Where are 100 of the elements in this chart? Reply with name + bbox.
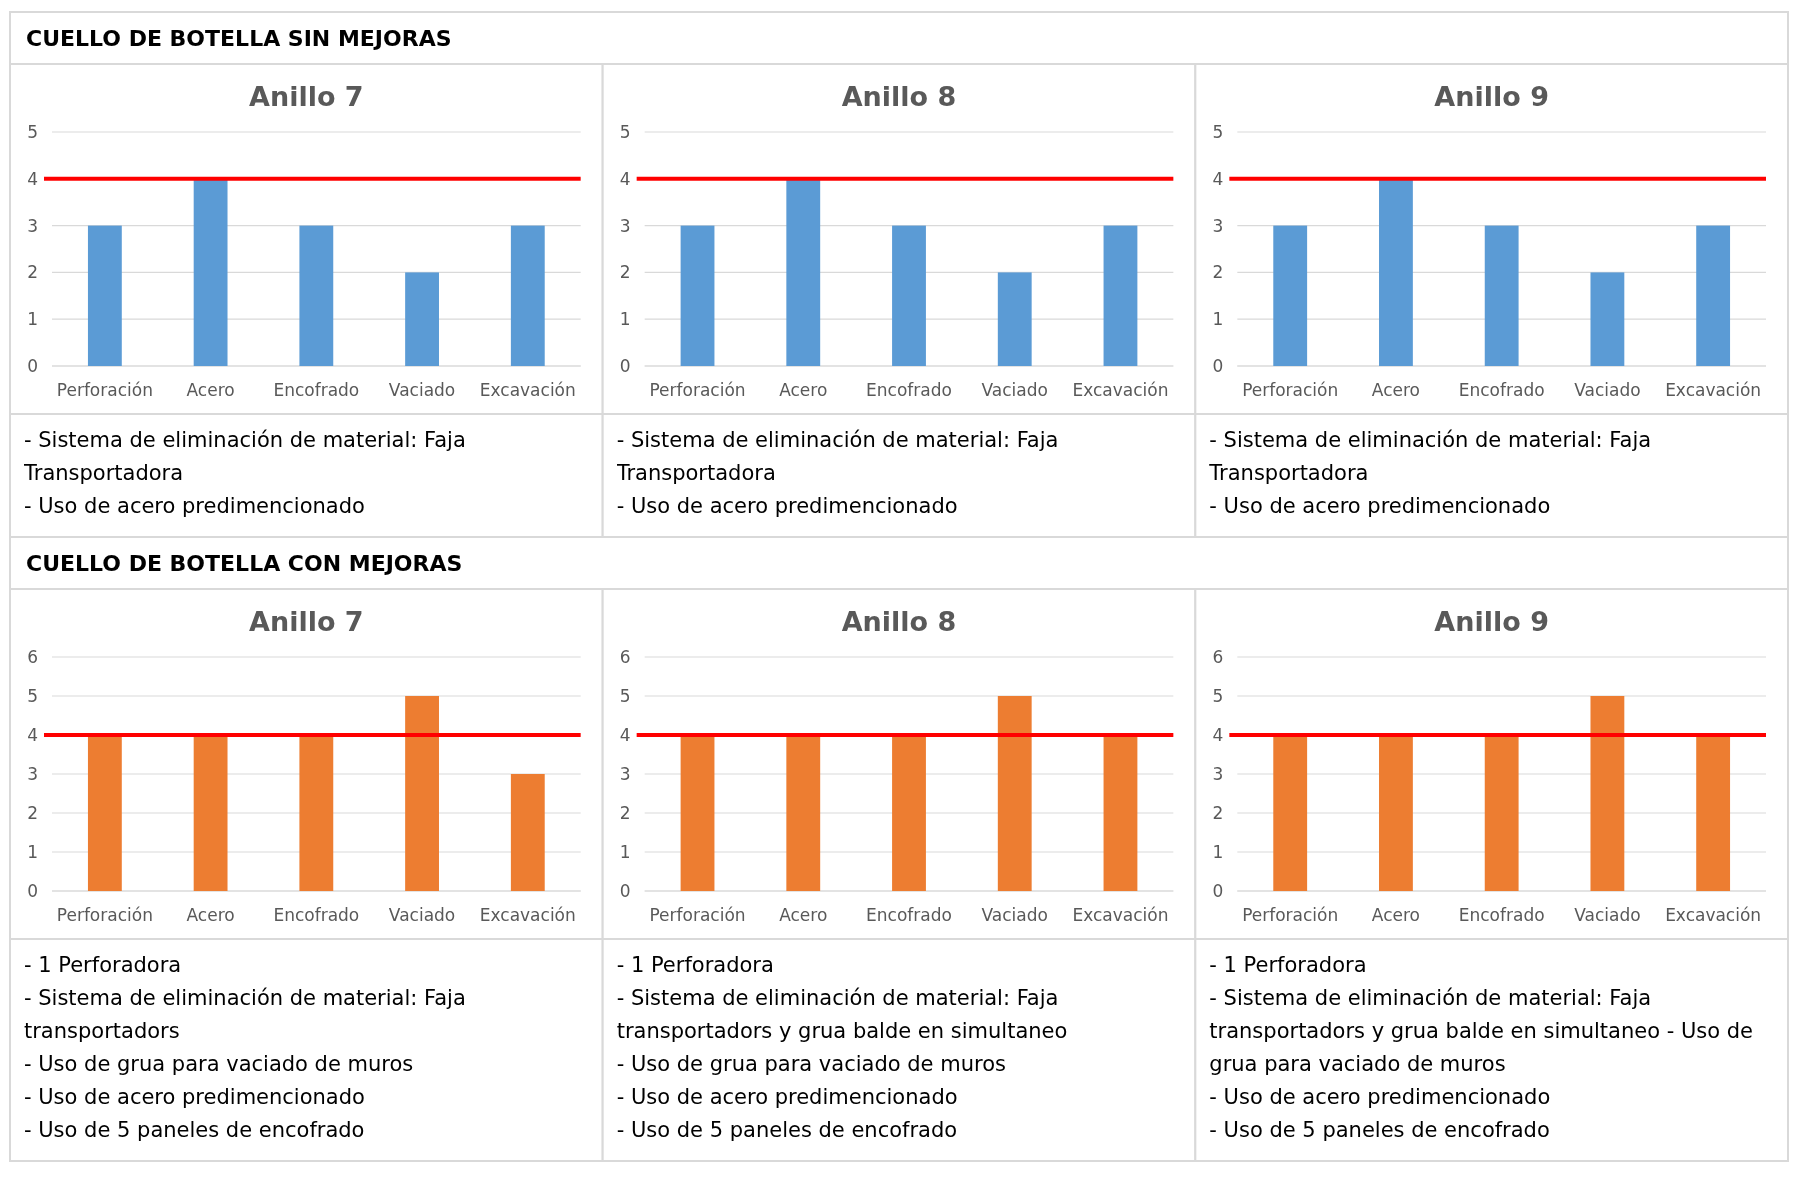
text: - Uso de acero predimencionado (24, 1084, 366, 1111)
text: - Uso de acero predimencionado (1209, 1084, 1552, 1111)
y-tick-label: 0 (1212, 356, 1224, 376)
bar (1273, 225, 1308, 366)
y-tick-label: 1 (619, 309, 631, 330)
bar (510, 774, 545, 891)
bar (87, 225, 122, 366)
y-tick-label: 3 (27, 764, 38, 784)
chart-title: Anillo 8 (841, 81, 957, 112)
bar (1103, 225, 1138, 366)
text: - Uso de acero predimencionado (1209, 493, 1552, 520)
x-tick-label: Excavación (479, 380, 576, 400)
bar (405, 696, 439, 891)
text: - Uso de grua para vaciado de muros (616, 1051, 1007, 1078)
text: - 1 Perforadora (616, 952, 775, 979)
y-tick-label: 5 (1212, 686, 1224, 706)
y-tick-label: 4 (1212, 725, 1224, 745)
text: - Sistema de eliminación de material: Faja Transportadora (24, 427, 467, 487)
bar (680, 225, 715, 366)
text: CUELLO DE BOTELLA SIN MEJORAS (26, 26, 452, 51)
x-tick-label: Perforación (1242, 905, 1339, 925)
bar (299, 225, 334, 366)
y-tick-label: 6 (27, 647, 38, 667)
chart-title: Anillo 9 (1434, 81, 1549, 112)
text: - Sistema de eliminación de material: Faja transportadors (24, 985, 467, 1045)
y-tick-label: 4 (619, 168, 631, 189)
x-tick-label: Acero (779, 380, 828, 400)
text: - Uso de 5 paneles de encofrado (616, 1117, 959, 1144)
bar (997, 272, 1032, 366)
x-tick-label: Encofrado (866, 380, 952, 400)
x-tick-label: Perforación (1242, 380, 1339, 400)
y-tick-label: 5 (27, 122, 38, 142)
y-tick-label: 0 (619, 356, 631, 376)
x-tick-label: Perforación (649, 380, 746, 400)
chart-title: Anillo 7 (249, 81, 364, 112)
text: - Sistema de eliminación de material: Faja Transportadora (616, 427, 1060, 487)
text: - Sistema de eliminación de material: Faja transportadors y grua balde en simultaneo (616, 985, 1069, 1045)
chart-title: Anillo 8 (841, 606, 957, 637)
y-tick-label: 4 (619, 725, 631, 745)
y-tick-label: 2 (619, 262, 631, 283)
y-tick-label: 5 (619, 122, 631, 142)
y-tick-label: 3 (619, 764, 631, 784)
x-tick-label: Encofrado (1458, 905, 1545, 925)
x-tick-label: Vaciado (981, 905, 1048, 925)
y-tick-label: 1 (1212, 842, 1224, 862)
y-tick-label: 6 (619, 647, 631, 667)
y-tick-label: 5 (27, 686, 38, 706)
text: - Uso de acero predimencionado (24, 493, 366, 520)
y-tick-label: 1 (1212, 309, 1224, 330)
text: CUELLO DE BOTELLA CON MEJORAS (26, 551, 463, 576)
bar (193, 178, 228, 366)
y-tick-label: 3 (27, 215, 38, 236)
y-tick-label: 2 (619, 803, 631, 823)
x-tick-label: Acero (1371, 380, 1421, 400)
x-tick-label: Encofrado (273, 905, 360, 925)
y-tick-label: 1 (619, 842, 631, 862)
x-tick-label: Vaciado (388, 905, 456, 925)
text: - Uso de 5 paneles de encofrado (1209, 1117, 1551, 1144)
chart-title: Anillo 7 (249, 606, 364, 637)
y-tick-label: 6 (1212, 647, 1224, 667)
x-tick-label: Vaciado (1574, 905, 1641, 925)
text: - Sistema de eliminación de material: Faja Transportadora (1209, 427, 1653, 487)
bar (299, 735, 334, 891)
bar (1379, 178, 1413, 366)
chart-title: Anillo 9 (1434, 606, 1549, 637)
y-tick-label: 2 (27, 803, 38, 823)
y-tick-label: 3 (1212, 764, 1224, 784)
text: - 1 Perforadora (1209, 952, 1368, 979)
x-tick-label: Acero (186, 380, 235, 400)
x-tick-label: Vaciado (981, 380, 1048, 400)
x-tick-label: Encofrado (866, 905, 952, 925)
y-tick-label: 2 (1212, 262, 1224, 283)
bar (892, 225, 926, 366)
bar (1590, 272, 1625, 366)
x-tick-label: Encofrado (273, 380, 360, 400)
bar (1696, 225, 1731, 366)
x-tick-label: Perforación (56, 380, 153, 400)
y-tick-label: 5 (619, 686, 631, 706)
x-tick-label: Acero (779, 905, 828, 925)
x-tick-label: Vaciado (388, 380, 456, 400)
text: - Uso de grua para vaciado de muros (24, 1051, 415, 1078)
bar (87, 735, 122, 891)
y-tick-label: 3 (1212, 215, 1224, 236)
y-tick-label: 1 (27, 309, 38, 330)
x-tick-label: Excavación (1072, 380, 1169, 400)
y-tick-label: 3 (619, 215, 631, 236)
y-tick-label: 0 (619, 881, 631, 901)
text: - Uso de acero predimencionado (616, 1084, 959, 1111)
x-tick-label: Excavación (1665, 905, 1762, 925)
text: - Uso de acero predimencionado (616, 493, 959, 520)
bar (405, 272, 439, 366)
y-tick-label: 5 (1212, 122, 1224, 142)
text: - 1 Perforadora (24, 952, 183, 979)
y-tick-label: 2 (27, 262, 38, 283)
text: - Uso de 5 paneles de encofrado (24, 1117, 366, 1144)
y-tick-label: 4 (27, 725, 38, 745)
text: - Sistema de eliminación de material: Faja transportadors y grua balde en simultaneo - Uso de grua para vaciado de muros (1209, 985, 1754, 1078)
y-tick-label: 0 (1212, 881, 1224, 901)
y-tick-label: 4 (1212, 168, 1224, 189)
bar (786, 178, 821, 366)
